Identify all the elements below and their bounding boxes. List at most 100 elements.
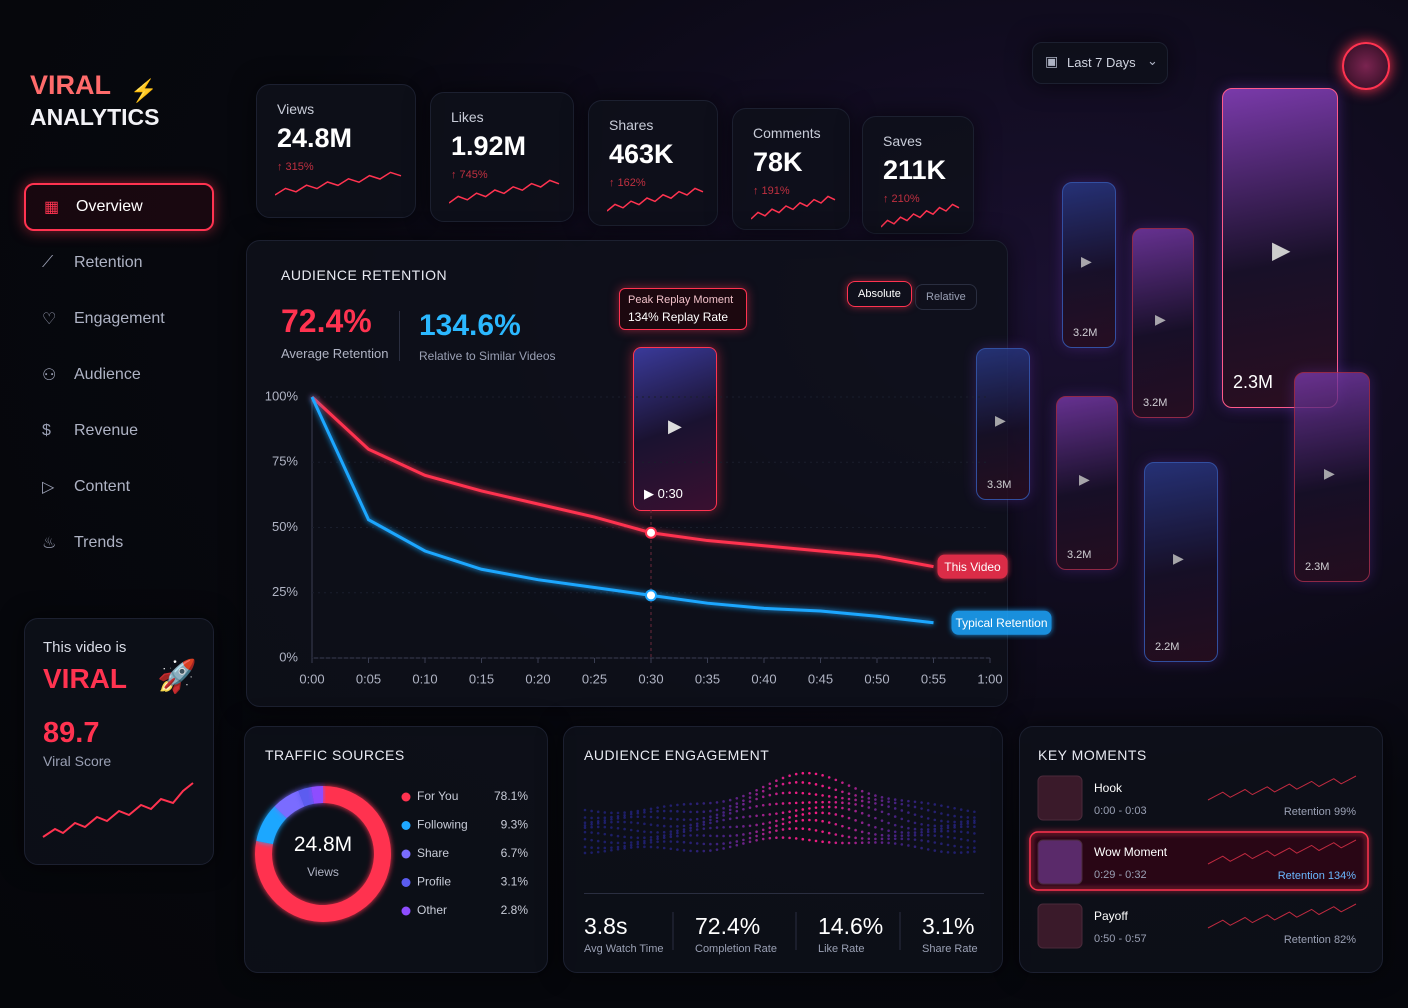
thumbnail-views: 2.3M (1305, 561, 1330, 573)
brand-bolt: ⚡ (130, 78, 158, 103)
engagement-title: AUDIENCE ENGAGEMENT (584, 747, 770, 763)
video-thumbnail[interactable]: ▶ 2.3M (1222, 88, 1338, 408)
kpi-value: 1.92M (451, 131, 527, 161)
thumbnail-views: 3.3M (987, 479, 1012, 491)
nav-label: Retention (74, 254, 143, 271)
viral-score-label: Viral Score (43, 753, 112, 769)
kpi-change: ↑ 162% (609, 177, 646, 189)
toggle-relative[interactable]: Relative (915, 284, 977, 310)
nav-icon: ▷ (42, 479, 55, 496)
kpi-value: 78K (753, 147, 803, 177)
kpi-label: Shares (609, 117, 654, 133)
viral-sparkline (42, 782, 194, 838)
nav-item[interactable]: $ Revenue (24, 407, 214, 455)
play-icon: ▶ (1173, 550, 1184, 566)
kpi-card: Views 24.8M ↑ 315% (256, 84, 416, 218)
nav-item[interactable]: ⚇ Audience (24, 351, 214, 399)
kpi-card: Shares 463K ↑ 162% (588, 100, 718, 226)
date-picker[interactable]: ▣ Last 7 Days ⌄ (1032, 42, 1168, 84)
video-thumbnail[interactable]: ▶ 2.2M (1144, 462, 1218, 662)
thumb-time: ▶ 0:30 (644, 486, 683, 501)
kpi-sparkline (449, 179, 560, 204)
thumbnail-views: 3.2M (1067, 549, 1092, 561)
kpi-sparkline (881, 203, 960, 228)
kpi-change: ↑ 191% (753, 185, 790, 197)
nav-icon: $ (42, 422, 51, 439)
nav-label: Audience (74, 366, 141, 383)
play-icon: ▶ (1155, 311, 1166, 327)
video-thumbnail[interactable]: ▶ 3.2M (1132, 228, 1194, 418)
thumb-time-text: 0:30 (657, 486, 683, 501)
traffic-title: TRAFFIC SOURCES (265, 747, 405, 763)
nav-item[interactable]: ⟋ Retention (24, 239, 214, 287)
divider (584, 893, 984, 894)
kpi-label: Views (277, 101, 315, 117)
play-icon: ▶ (1079, 471, 1090, 487)
calendar-icon: ▣ (1045, 53, 1059, 69)
play-icon: ▶ (1081, 253, 1092, 269)
kpi-card: Likes 1.92M ↑ 745% (430, 92, 574, 222)
kpi-value: 463K (609, 139, 674, 169)
nav-icon: ♨ (42, 535, 57, 552)
nav-icon: ▦ (44, 199, 60, 216)
nav-item[interactable]: ♡ Engagement (24, 295, 214, 343)
kpi-label: Likes (451, 109, 484, 125)
kpi-sparkline (751, 195, 836, 220)
retention-panel: AUDIENCE RETENTION 72.4% Average Retenti… (246, 240, 1008, 707)
video-thumbnail[interactable]: ▶ 3.3M (976, 348, 1030, 500)
key-moments-panel: KEY MOMENTS (1019, 726, 1383, 973)
toggle-absolute[interactable]: Absolute (847, 281, 912, 307)
nav-label: Overview (76, 198, 143, 215)
brand-line1: VIRAL (30, 70, 111, 100)
nav-label: Content (74, 478, 131, 495)
kpi-label: Comments (753, 125, 821, 141)
play-icon: ▶ (1324, 465, 1335, 481)
thumbnail-views: 3.2M (1073, 327, 1098, 339)
thumbnail-views: 3.2M (1143, 397, 1168, 409)
nav-item[interactable]: ♨ Trends (24, 519, 214, 567)
callout: Peak Replay Moment 134% Replay Rate (619, 288, 747, 330)
thumbnail-views: 2.3M (1233, 372, 1274, 392)
key-moments-title: KEY MOMENTS (1038, 747, 1147, 763)
sparkline (42, 782, 194, 838)
avatar[interactable] (1342, 42, 1390, 90)
sparkline (881, 203, 960, 228)
relative-retention-label: Relative to Similar Videos (419, 349, 556, 363)
viral-score: 89.7 (43, 717, 100, 749)
nav-icon: ⟋ (42, 254, 54, 271)
nav-label: Trends (74, 534, 124, 551)
nav-item[interactable]: ▷ Content (24, 463, 214, 511)
play-icon: ▶ (1272, 237, 1291, 264)
kpi-label: Saves (883, 133, 922, 149)
nav-item[interactable]: ▦ Overview (24, 183, 214, 231)
average-retention: 72.4% (281, 303, 372, 339)
kpi-change: ↑ 745% (451, 169, 488, 181)
kpi-change: ↑ 210% (883, 193, 920, 205)
viral-status: VIRAL (43, 663, 127, 694)
kpi-value: 24.8M (277, 123, 353, 153)
video-thumbnail[interactable]: ▶ 3.2M (1056, 396, 1118, 570)
callout-text: 134% Replay Rate (628, 310, 729, 324)
brand-line2: ANALYTICS (30, 104, 160, 130)
average-retention-label: Average Retention (281, 346, 389, 361)
callout-title: Peak Replay Moment (628, 294, 734, 306)
nav-icon: ♡ (42, 311, 57, 328)
play-icon: ▶ (995, 412, 1006, 428)
video-thumbnail[interactable]: ▶ 3.2M (1062, 182, 1116, 348)
kpi-card: Comments 78K ↑ 191% (732, 108, 850, 230)
rocket-icon: 🚀 (157, 658, 197, 694)
kpi-card: Saves 211K ↑ 210% (862, 116, 974, 234)
thumbnail-views: 2.2M (1155, 641, 1180, 653)
dropdown-caret: ⌄ (1147, 53, 1158, 68)
traffic-panel: TRAFFIC SOURCES (244, 726, 548, 973)
engagement-panel: AUDIENCE ENGAGEMENT (563, 726, 1003, 973)
nav-label: Revenue (74, 422, 139, 439)
divider (399, 311, 400, 361)
kpi-change: ↑ 315% (277, 161, 314, 173)
date-range: Last 7 Days (1067, 55, 1136, 70)
peak-thumbnail[interactable]: ▶ ▶ 0:30 (633, 347, 717, 511)
video-thumbnail[interactable]: ▶ 2.3M (1294, 372, 1370, 582)
sparkline (449, 179, 560, 204)
sparkline (275, 171, 402, 196)
